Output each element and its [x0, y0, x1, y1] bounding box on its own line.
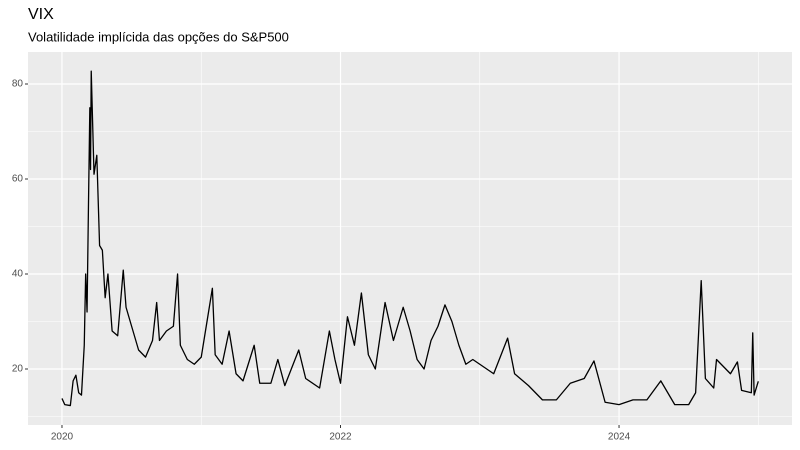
plot-panel — [28, 52, 792, 425]
y-tick-label: 60 — [12, 174, 24, 185]
y-tick-label: 80 — [12, 79, 24, 90]
line — [61, 70, 759, 407]
chart-subtitle: Volatilidade implícida das opções do S&P… — [28, 29, 289, 44]
chart-title: VIX — [28, 6, 54, 23]
y-tick-label: 40 — [12, 269, 24, 280]
x-tick-label: 2024 — [608, 432, 631, 443]
x-tick-label: 2020 — [51, 432, 74, 443]
x-tick-label: 2022 — [329, 432, 352, 443]
y-tick-label: 20 — [12, 364, 24, 375]
